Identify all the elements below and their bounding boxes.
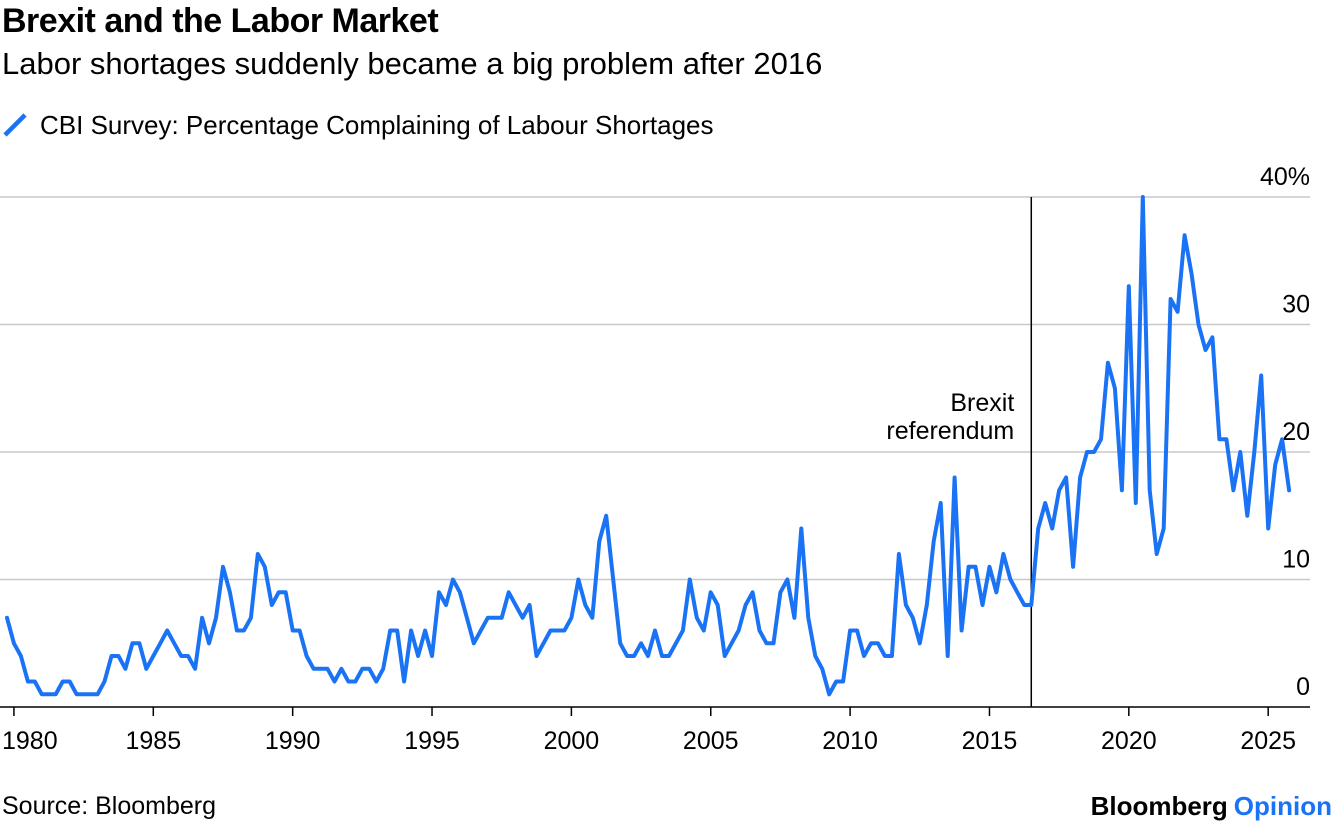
brand-logo: Bloomberg Opinion <box>1091 791 1332 822</box>
y-tick-label: 30 <box>1282 291 1310 319</box>
y-tick-label: 0 <box>1296 673 1310 701</box>
x-tick-label: 1980 <box>2 727 58 755</box>
brexit-referendum-label: Brexit referendum <box>886 389 1014 445</box>
legend-swatch-icon <box>3 113 27 137</box>
x-tick-label: 2010 <box>822 727 878 755</box>
y-tick-label: 40% <box>1260 163 1310 191</box>
brand-section: Opinion <box>1233 791 1332 821</box>
x-tick-label: 2020 <box>1101 727 1157 755</box>
chart-title: Brexit and the Labor Market <box>2 2 439 40</box>
x-tick-label: 2005 <box>683 727 739 755</box>
x-tick-label: 2025 <box>1240 727 1296 755</box>
x-tick-label: 2015 <box>962 727 1018 755</box>
source-note: Source: Bloomberg <box>2 792 217 820</box>
x-tick-label: 1995 <box>404 727 460 755</box>
legend-label: CBI Survey: Percentage Complaining of La… <box>40 109 714 140</box>
chart-subtitle: Labor shortages suddenly became a big pr… <box>2 46 823 81</box>
x-tick-label: 1990 <box>265 727 321 755</box>
x-tick-label: 1985 <box>125 727 181 755</box>
x-tick-label: 2000 <box>544 727 600 755</box>
legend: CBI Survey: Percentage Complaining of La… <box>2 108 714 142</box>
y-tick-label: 20 <box>1282 418 1310 446</box>
y-tick-label: 10 <box>1282 546 1310 574</box>
series-line-labour-shortages <box>5 195 1292 697</box>
brand-name: Bloomberg <box>1090 791 1228 821</box>
